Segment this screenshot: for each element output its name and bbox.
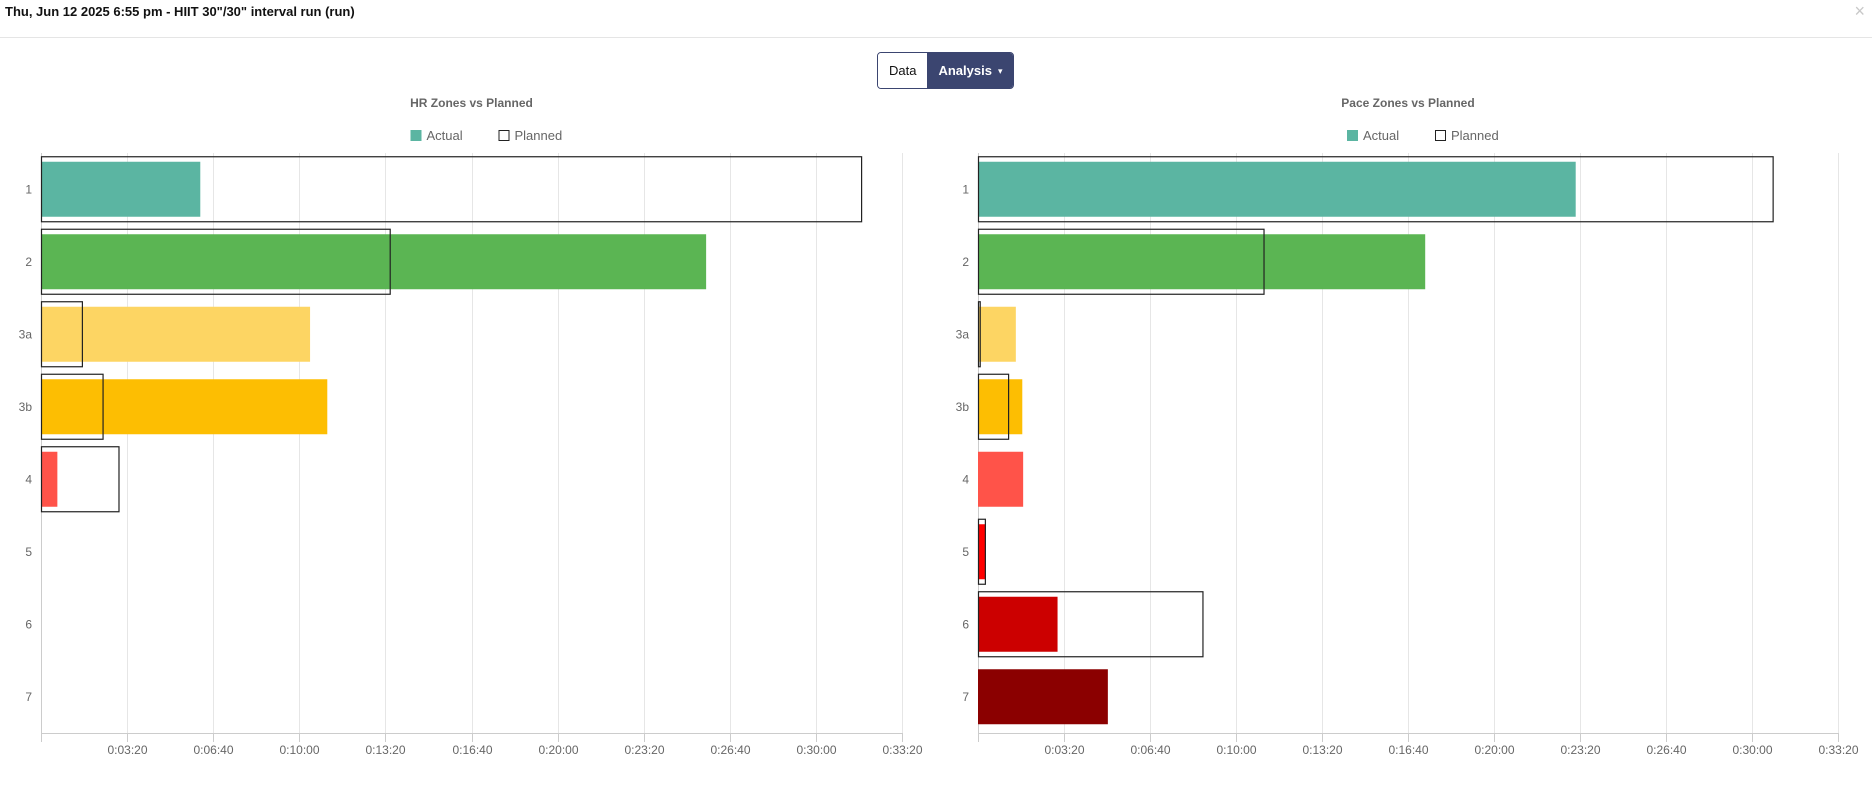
y-tick-label: 2: [962, 255, 969, 269]
data-tab-button[interactable]: Data: [878, 53, 928, 88]
bar-actual-3b[interactable]: [41, 379, 328, 435]
y-tick-label: 4: [962, 472, 969, 486]
x-tick-label: 0:13:20: [1302, 743, 1342, 757]
chart-1: Pace Zones vs Planned Actual Planned 0:03:2…: [956, 96, 1859, 757]
bar-actual-4[interactable]: [41, 451, 58, 507]
y-tick-label: 3b: [956, 400, 970, 414]
y-tick-label: 5: [25, 545, 32, 559]
y-tick-label: 3b: [19, 400, 33, 414]
y-tick-label: 6: [25, 617, 32, 631]
bar-actual-3a[interactable]: [41, 306, 311, 362]
y-tick-label: 3a: [19, 327, 33, 341]
x-tick-label: 0:16:40: [1388, 743, 1428, 757]
legend-label-actual: Actual: [1363, 128, 1399, 143]
chart-legend: Actual Planned: [410, 128, 563, 143]
analysis-dropdown-button[interactable]: Analysis ▾: [927, 53, 1014, 88]
y-tick-label: 3a: [956, 327, 970, 341]
x-tick-label: 0:10:00: [279, 743, 319, 757]
x-tick-label: 0:23:20: [1560, 743, 1600, 757]
x-tick-label: 0:23:20: [624, 743, 664, 757]
close-icon[interactable]: ×: [1854, 1, 1865, 21]
bar-planned-3b[interactable]: [40, 373, 104, 440]
view-toggle: Data Analysis ▾: [877, 52, 1015, 89]
chart-0: HR Zones vs Planned Actual Planned 0:03:20 0…: [19, 96, 923, 757]
x-tick-label: 0:06:40: [1130, 743, 1170, 757]
x-tick-label: 0:06:40: [193, 743, 233, 757]
y-tick-label: 7: [25, 690, 32, 704]
x-tick-label: 0:03:20: [1044, 743, 1084, 757]
data-tab-label: Data: [889, 63, 917, 78]
legend-swatch-actual: [410, 130, 422, 141]
legend-swatch-actual: [1347, 130, 1358, 141]
bar-planned-6[interactable]: [977, 591, 1204, 658]
bar-actual-5[interactable]: [978, 524, 986, 580]
y-tick-label: 1: [962, 182, 969, 196]
x-tick-label: 0:20:00: [1474, 743, 1514, 757]
legend-label-planned: Planned: [515, 128, 563, 143]
y-tick-label: 2: [25, 255, 32, 269]
window-header: Thu, Jun 12 2025 6:55 pm - HIIT 30"/30" …: [0, 0, 1872, 38]
bar-planned-3a[interactable]: [977, 301, 981, 368]
x-tick-label: 0:33:20: [882, 743, 922, 757]
x-tick-label: 0:26:40: [1646, 743, 1686, 757]
bar-planned-3b[interactable]: [977, 373, 1010, 440]
x-tick-label: 0:10:00: [1216, 743, 1256, 757]
y-tick-label: 5: [962, 545, 969, 559]
bar-planned-5[interactable]: [977, 518, 986, 585]
bar-actual-4[interactable]: [978, 451, 1024, 507]
y-tick-label: 1: [25, 182, 32, 196]
legend-label-actual: Actual: [427, 128, 463, 143]
window-title: Thu, Jun 12 2025 6:55 pm - HIIT 30"/30" …: [5, 4, 355, 19]
chart-title: HR Zones vs Planned: [410, 96, 533, 110]
legend-swatch-planned: [1435, 130, 1446, 141]
y-tick-label: 4: [25, 472, 32, 486]
bar-planned-1[interactable]: [40, 156, 863, 223]
y-tick-label: 7: [962, 690, 969, 704]
bar-actual-7[interactable]: [978, 669, 1108, 725]
y-tick-label: 6: [962, 617, 969, 631]
bar-actual-1[interactable]: [978, 161, 1576, 217]
bar-actual-3a[interactable]: [978, 306, 1016, 362]
x-tick-label: 0:30:00: [1732, 743, 1772, 757]
bar-planned-3a[interactable]: [40, 301, 83, 368]
x-tick-label: 0:16:40: [452, 743, 492, 757]
bar-actual-2[interactable]: [978, 234, 1426, 290]
bar-actual-6[interactable]: [978, 596, 1058, 652]
bar-planned-2[interactable]: [40, 228, 391, 295]
caret-down-icon: ▾: [997, 66, 1003, 76]
x-tick-label: 0:03:20: [107, 743, 147, 757]
bar-planned-1[interactable]: [977, 156, 1774, 223]
bar-actual-3b[interactable]: [978, 379, 1023, 435]
x-tick-label: 0:20:00: [538, 743, 578, 757]
legend-swatch-planned: [498, 130, 510, 141]
bar-planned-4[interactable]: [40, 446, 120, 513]
bar-actual-2[interactable]: [41, 234, 707, 290]
chart-legend: Actual Planned: [1347, 128, 1499, 143]
bar-planned-2[interactable]: [977, 228, 1265, 295]
x-tick-label: 0:33:20: [1818, 743, 1858, 757]
x-tick-label: 0:30:00: [796, 743, 836, 757]
x-tick-label: 0:26:40: [710, 743, 750, 757]
chart-title: Pace Zones vs Planned: [1341, 96, 1474, 110]
bar-actual-1[interactable]: [41, 161, 201, 217]
x-tick-label: 0:13:20: [365, 743, 405, 757]
legend-label-planned: Planned: [1451, 128, 1499, 143]
analysis-tab-label: Analysis: [938, 63, 992, 78]
